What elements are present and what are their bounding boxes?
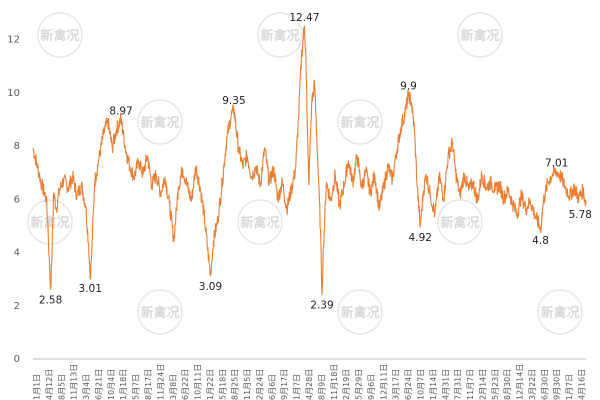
x-tick-label: 4月16日	[578, 369, 587, 400]
x-tick-label: 8月17日	[144, 369, 153, 400]
x-tick-label: 6月21日	[94, 369, 103, 400]
x-tick-label: 1月18日	[119, 369, 128, 400]
watermark: 新禽况	[237, 199, 283, 245]
watermark-text: 新禽况	[40, 28, 79, 44]
watermark-text: 新禽况	[140, 115, 179, 131]
data-label: 7.01	[545, 157, 568, 169]
data-label: 2.58	[39, 294, 62, 306]
x-tick-label: 10月11日	[194, 364, 203, 400]
x-tick-label: 5月18日	[218, 369, 227, 400]
watermark: 新禽况	[537, 289, 583, 335]
y-axis: 0 2 4 6 8 10 12	[7, 35, 20, 365]
watermark: 新禽况	[37, 12, 83, 58]
x-tick-label: 9月6日	[367, 374, 376, 400]
x-tick-label: 8月30日	[503, 369, 512, 400]
watermark-text: 新禽况	[30, 215, 69, 231]
y-tick-label: 0	[14, 354, 20, 365]
x-tick-label: 4月31日	[441, 369, 450, 400]
watermark: 新禽况	[457, 12, 503, 58]
y-tick-label: 12	[7, 35, 20, 46]
x-tick-label: 11月24日	[156, 364, 165, 400]
watermark: 新禽况	[27, 199, 73, 245]
series-line	[32, 25, 587, 295]
x-tick-label: 6月30日	[540, 369, 549, 400]
watermark-text: 新禽况	[540, 305, 579, 321]
watermark-text: 新禽况	[140, 305, 179, 321]
watermark: 新禽况	[337, 99, 383, 145]
x-tick-label: 11月13日	[70, 364, 79, 400]
watermark-text: 新禽况	[440, 215, 479, 231]
x-tick-label: 11月18日	[330, 364, 339, 400]
x-tick-label: 7月31日	[454, 369, 463, 400]
y-tick-label: 10	[7, 88, 20, 99]
watermark-text: 新禽况	[340, 305, 379, 321]
y-tick-label: 4	[14, 248, 20, 259]
data-label: 5.78	[569, 209, 592, 221]
x-tick-label: 3月4日	[82, 374, 91, 400]
x-tick-label: 4月28日	[305, 369, 314, 400]
x-tick-label: 10月4日	[107, 369, 116, 400]
watermark: 新禽况	[257, 12, 303, 58]
x-tick-label: 4月12日	[45, 369, 54, 400]
x-tick-label: 12月11日	[379, 364, 388, 400]
y-tick-label: 2	[14, 301, 20, 312]
watermark-text: 新禽况	[240, 215, 279, 231]
x-tick-label: 2月24日	[255, 369, 264, 400]
x-tick-label: 6月24日	[404, 369, 413, 400]
data-labels: 2.58 3.01 8.97 3.09 9.35 12.47 2.39 9.9 4.92 4.8 7…	[39, 12, 592, 311]
y-tick-label: 8	[14, 141, 20, 152]
x-tick-label: 5月23日	[491, 369, 500, 400]
x-tick-label: 12月14日	[516, 364, 525, 400]
x-tick-label: 11月7日	[466, 369, 475, 400]
data-label: 3.01	[79, 283, 102, 295]
data-label: 9.9	[400, 81, 417, 93]
x-tick-label: 5月7日	[132, 374, 141, 400]
data-label: 12.47	[289, 12, 319, 24]
x-tick-label: 3月17日	[392, 369, 401, 400]
data-label: 3.09	[199, 281, 222, 293]
data-label: 2.39	[310, 299, 333, 311]
x-tick-label: 6月6日	[268, 374, 277, 400]
x-tick-label: 3月22日	[528, 369, 537, 400]
x-tick-label: 9月30日	[553, 369, 562, 400]
watermark-text: 新禽况	[460, 28, 499, 44]
x-tick-label: 2月14日	[478, 369, 487, 400]
x-tick-label: 9月17日	[280, 369, 289, 400]
data-label: 8.97	[109, 105, 132, 117]
x-tick-label: 11月5日	[243, 369, 252, 400]
watermark-text: 新禽况	[340, 115, 379, 131]
x-tick-label: 1月7日	[565, 374, 574, 400]
x-tick-label: 10月7日	[416, 369, 425, 400]
y-tick-label: 6	[14, 194, 20, 205]
series-group	[32, 25, 587, 295]
data-label: 9.35	[222, 95, 245, 107]
x-tick-label: 1月1日	[33, 374, 42, 400]
x-tick-label: 1月22日	[206, 369, 215, 400]
data-label: 4.8	[532, 235, 549, 247]
x-tick-label: 1月7日	[293, 374, 302, 400]
x-tick-label: 8月25日	[231, 369, 240, 400]
data-label: 4.92	[409, 232, 432, 244]
watermark-text: 新禽况	[260, 28, 299, 44]
watermark: 新禽况	[337, 289, 383, 335]
x-tick-label: 5月29日	[355, 369, 364, 400]
x-tick-label: 1月14日	[429, 369, 438, 400]
x-tick-label: 2月19日	[342, 369, 351, 400]
watermark: 新禽况	[137, 289, 183, 335]
watermark: 新禽况	[437, 199, 483, 245]
x-tick-label: 8月9日	[317, 374, 326, 400]
x-tick-label: 6月22日	[181, 369, 190, 400]
x-axis: 1月1日 4月12日 8月5日 11月13日 3月4日 6月21日 10月4日 1月18日 5月…	[33, 358, 587, 400]
x-tick-label: 8月5日	[57, 374, 66, 400]
watermark: 新禽况	[137, 99, 183, 145]
x-tick-label: 3月8日	[169, 374, 178, 400]
